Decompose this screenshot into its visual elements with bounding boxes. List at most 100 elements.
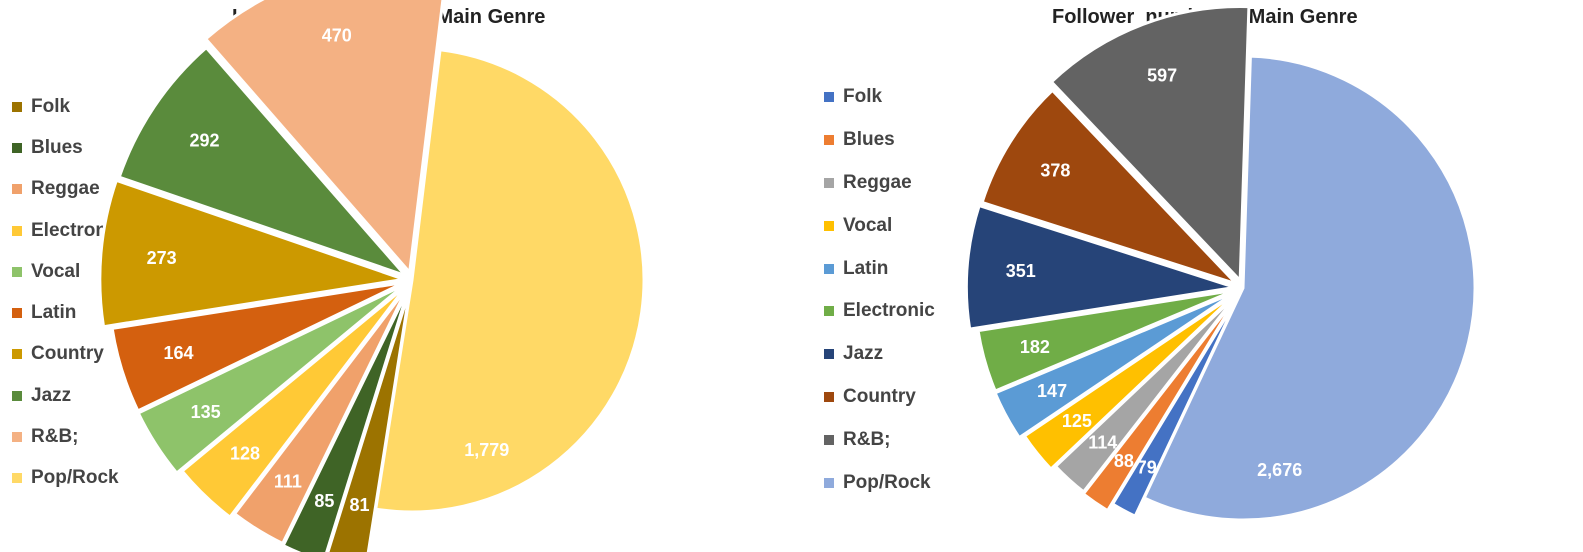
legend-swatch: [824, 92, 834, 103]
data-label: 79: [1137, 457, 1157, 477]
legend-label: Vocal: [31, 260, 81, 282]
data-label: 470: [322, 25, 352, 45]
legend-item: Country: [824, 376, 935, 419]
legend-swatch: [12, 432, 22, 443]
legend-item: Folk: [12, 86, 123, 127]
legend-label: Latin: [31, 302, 77, 324]
legend-label: Vocal: [843, 214, 893, 236]
legend-label: Jazz: [843, 343, 884, 365]
pie-slice: [373, 48, 646, 514]
legend-item: Blues: [824, 119, 935, 162]
legend-swatch: [12, 142, 22, 153]
legend-label: Pop/Rock: [843, 471, 931, 493]
legend-item: Reggae: [12, 169, 123, 210]
legend-item: Vocal: [824, 204, 935, 247]
legend-item: Latin: [824, 247, 935, 290]
pie-slice: [964, 203, 1236, 331]
legend-swatch: [824, 434, 834, 445]
pie-slice: [203, 0, 445, 276]
data-label: 2,676: [1257, 460, 1302, 480]
pie-slice: [117, 45, 411, 279]
influencer-chart-panel: Influencer number of Main Genre FolkBlue…: [0, 0, 790, 552]
legend-item: Vocal: [12, 251, 123, 292]
legend-item: R&B;: [824, 418, 935, 461]
chart-legend: Folk Blues Reggae Vocal Latin Electronic Jazz C…: [824, 76, 935, 504]
legend-label: Folk: [843, 86, 883, 108]
legend-label: Pop/Rock: [31, 467, 119, 489]
pie-slice: [98, 178, 405, 329]
legend-swatch: [824, 391, 834, 402]
legend-label: Blues: [31, 136, 83, 158]
data-label: 125: [1062, 411, 1092, 431]
legend-item: Reggae: [824, 162, 935, 205]
chart-legend: Folk Blues Reggae Electronic Vocal Latin Count…: [12, 86, 123, 499]
legend-swatch: [824, 263, 834, 274]
legend-swatch: [12, 101, 22, 112]
legend-item: R&B;: [12, 416, 123, 457]
legend-item: Blues: [12, 127, 123, 168]
legend-label: Reggae: [31, 178, 100, 200]
influencer-pie-chart: 81 85 111 128 135 164 273 292 470 1,779: [98, 0, 646, 552]
data-label: 351: [1006, 261, 1036, 281]
legend-swatch: [12, 308, 22, 319]
legend-label: Reggae: [843, 171, 912, 193]
pie-slice: [110, 280, 406, 413]
legend-item: Folk: [824, 76, 935, 119]
data-label: 135: [191, 402, 221, 422]
legend-swatch: [824, 220, 834, 231]
data-label: 378: [1040, 160, 1070, 180]
data-label: 273: [147, 248, 177, 268]
pie-slice: [993, 290, 1237, 440]
data-label: 85: [314, 491, 334, 511]
legend-label: R&B;: [31, 426, 79, 448]
legend-label: Folk: [31, 95, 71, 117]
data-label: 292: [189, 130, 219, 150]
pie-slice: [232, 285, 410, 546]
data-label: 128: [230, 444, 260, 464]
legend-label: Jazz: [31, 384, 72, 406]
legend-swatch: [12, 473, 22, 484]
legend-swatch: [824, 177, 834, 188]
legend-swatch: [824, 306, 834, 317]
legend-item: Electronic: [12, 210, 123, 251]
data-label: 111: [274, 471, 302, 491]
legend-label: Latin: [843, 257, 889, 279]
data-label: 597: [1147, 66, 1177, 86]
legend-swatch: [12, 266, 22, 277]
legend-label: Electronic: [843, 300, 935, 322]
legend-swatch: [12, 225, 22, 236]
legend-swatch: [12, 390, 22, 401]
legend-label: Country: [31, 343, 104, 365]
data-label: 88: [1114, 451, 1134, 471]
data-label: 164: [163, 343, 193, 363]
data-label: 182: [1020, 337, 1050, 357]
legend-label: Country: [843, 385, 916, 407]
pie-slice: [976, 288, 1236, 393]
legend-label: Electronic: [31, 219, 123, 241]
legend-item: Country: [12, 334, 123, 375]
legend-item: Jazz: [12, 375, 123, 416]
pie-slice: [1081, 293, 1240, 513]
pie-slice: [1142, 54, 1477, 522]
pie-slice: [136, 282, 407, 476]
legend-swatch: [824, 477, 834, 488]
pie-slice: [281, 286, 411, 552]
legend-swatch: [12, 349, 22, 360]
data-label: 1,779: [464, 440, 509, 460]
legend-item: Latin: [12, 292, 123, 333]
pie-slice: [179, 284, 408, 520]
legend-swatch: [12, 184, 22, 195]
legend-item: Jazz: [824, 333, 935, 376]
follower-chart-panel: Follower number of Main Genre FolkBluesR…: [790, 0, 1583, 552]
legend-item: Pop/Rock: [824, 461, 935, 504]
legend-label: R&B;: [843, 428, 891, 450]
legend-swatch: [824, 135, 834, 146]
legend-label: Blues: [843, 129, 895, 151]
data-label: 114: [1088, 433, 1117, 453]
legend-swatch: [824, 349, 834, 360]
pie-slice: [980, 88, 1238, 286]
data-label: 147: [1037, 381, 1067, 401]
legend-item: Pop/Rock: [12, 458, 123, 499]
data-label: 81: [349, 495, 369, 515]
